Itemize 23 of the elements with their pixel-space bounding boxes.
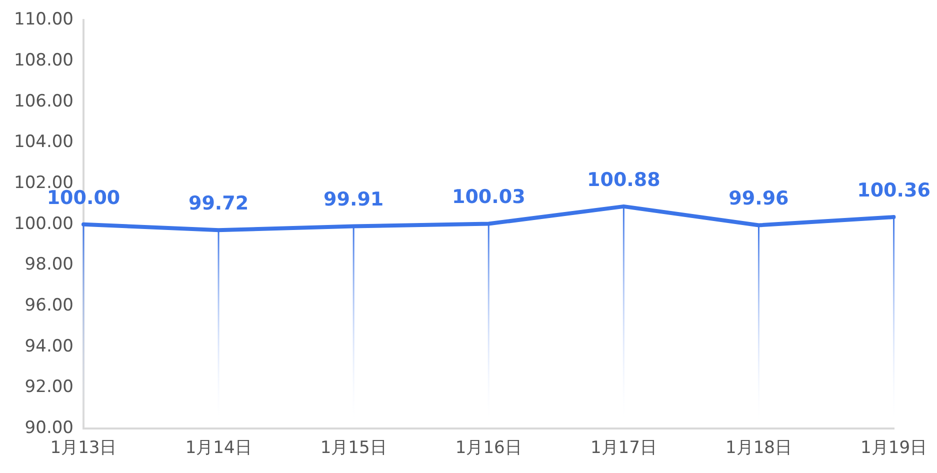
- x-tick-label: 1月14日: [185, 438, 252, 458]
- text: 100.36: [857, 179, 930, 202]
- x-tick-label: 1月15日: [320, 438, 387, 458]
- y-tick-label: 96.00: [24, 296, 74, 316]
- text: 100.03: [452, 186, 526, 208]
- y-tick-label: 100.00: [14, 214, 74, 234]
- text: 99.72: [188, 192, 249, 215]
- y-tick-label: 92.00: [24, 377, 74, 398]
- x-tick-label: 1月17日: [590, 438, 657, 458]
- x-tick-label: 1月18日: [726, 438, 792, 458]
- x-tick-label: 1月16日: [455, 438, 522, 458]
- x-tick-label: 1月13日: [50, 438, 117, 458]
- y-tick-label: 106.00: [14, 91, 74, 112]
- y-tick-label: 94.00: [24, 336, 74, 356]
- y-tick-label: 110.00: [14, 10, 74, 30]
- text: 99.91: [324, 188, 384, 211]
- y-tick-label: 108.00: [14, 50, 74, 70]
- text: 99.96: [728, 188, 789, 210]
- x-tick-label: 1月19日: [860, 438, 928, 458]
- y-tick-label: 98.00: [24, 254, 74, 275]
- y-tick-label: 104.00: [14, 132, 74, 152]
- y-tick-label: 90.00: [24, 418, 74, 438]
- text: 100.88: [587, 168, 660, 191]
